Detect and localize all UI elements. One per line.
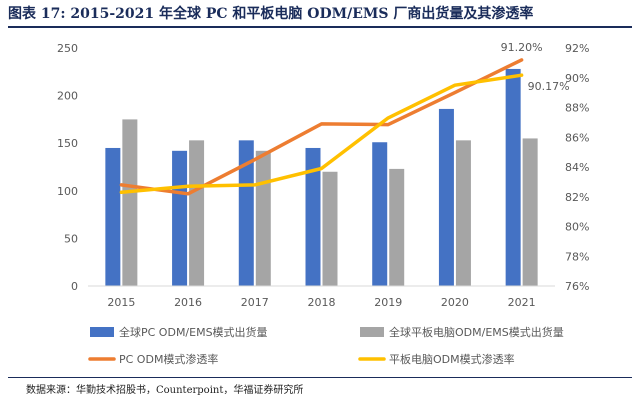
left-axis-tick-label: 50	[64, 232, 78, 245]
left-axis-tick-label: 100	[57, 185, 78, 198]
left-axis-tick-label: 150	[57, 137, 78, 150]
legend-pc-shipments-swatch	[90, 327, 114, 337]
x-axis-tick-label: 2016	[174, 296, 202, 309]
title-rule	[8, 26, 632, 28]
legend-tablet-penetration-label: 平板电脑ODM模式渗透率	[389, 352, 515, 366]
bar-pc-2019	[372, 142, 388, 286]
left-axis-tick-label: 0	[71, 280, 78, 293]
left-axis-tick-label: 250	[57, 42, 78, 55]
right-axis-tick-label: 78%	[565, 250, 589, 263]
x-axis-tick-label: 2020	[441, 296, 469, 309]
right-axis-tick-label: 88%	[565, 102, 589, 115]
legend-pc-penetration-label: PC ODM模式渗透率	[119, 352, 218, 366]
bar-tablet-2021	[522, 138, 538, 286]
bar-pc-2021	[505, 68, 521, 286]
bar-tablet-2020	[455, 140, 471, 286]
bar-tablet-2017	[255, 150, 271, 286]
legend-tablet-shipments-swatch	[360, 327, 384, 337]
data-label: 90.17%	[528, 80, 570, 93]
right-axis-tick-label: 86%	[565, 131, 589, 144]
right-axis-tick-label: 80%	[565, 221, 589, 234]
line-tablet-penetration	[119, 73, 524, 195]
right-axis-tick-label: 90%	[565, 72, 589, 85]
bar-pc-2016	[172, 150, 188, 286]
x-axis-tick-label: 2021	[508, 296, 536, 309]
legend-pc-shipments-label: 全球PC ODM/EMS模式出货量	[119, 325, 268, 339]
bar-tablet-2019	[389, 168, 405, 286]
bar-tablet-2015	[122, 119, 138, 287]
x-axis-tick-label: 2018	[308, 296, 336, 309]
x-axis-tick-label: 2017	[241, 296, 269, 309]
x-axis-tick-label: 2019	[374, 296, 402, 309]
right-axis-tick-label: 76%	[565, 280, 589, 293]
right-axis-tick-label: 92%	[565, 42, 589, 55]
x-axis-tick-label: 2015	[107, 296, 135, 309]
bar-pc-2018	[305, 147, 321, 286]
data-label: 91.20%	[501, 41, 543, 54]
figure-title: 图表 17: 2015-2021 年全球 PC 和平板电脑 ODM/EMS 厂商…	[8, 6, 534, 22]
bar-pc-2017	[238, 140, 254, 286]
bar-tablet-2018	[322, 171, 338, 286]
line-pc-penetration	[119, 58, 524, 196]
source-rule	[8, 377, 632, 378]
right-axis-tick-label: 82%	[565, 191, 589, 204]
legend-tablet-shipments-label: 全球平板电脑ODM/EMS模式出货量	[389, 325, 564, 339]
bar-pc-2020	[438, 108, 454, 286]
left-axis-tick-label: 200	[57, 90, 78, 103]
bar-tablet-2016	[189, 140, 205, 286]
source-note: 数据来源：华勤技术招股书，Counterpoint，华福证券研究所	[26, 385, 304, 396]
right-axis-tick-label: 84%	[565, 161, 589, 174]
bar-pc-2015	[105, 147, 121, 286]
